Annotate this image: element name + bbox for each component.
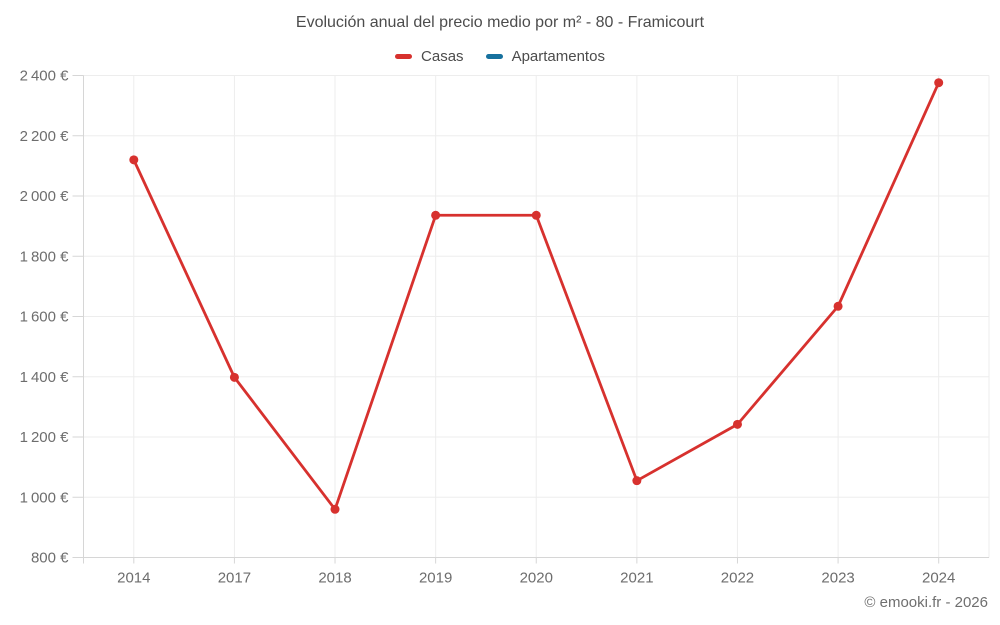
x-tick-label: 2024 (922, 570, 955, 587)
x-tick-label: 2022 (721, 570, 754, 587)
x-tick-label: 2014 (117, 570, 150, 587)
x-tick-label: 2017 (218, 570, 251, 587)
x-tick-label: 2023 (821, 570, 854, 587)
y-tick-label: 800 € (31, 550, 69, 567)
legend-swatch-casas (395, 54, 413, 59)
axis-labels: 800 € 1 000 € 1 200 € 1 400 € 1 600 € 1 800 €… (20, 68, 956, 587)
x-tick-label: 2020 (520, 570, 553, 587)
y-tick-label: 1 000 € (20, 489, 70, 506)
x-tick-label: 2021 (620, 570, 653, 587)
legend-item-apartamentos[interactable]: Apartamentos (485, 48, 605, 65)
legend-label-casas: Casas (421, 48, 464, 65)
y-tick-label: 1 600 € (20, 309, 70, 326)
data-point-casas-2018[interactable] (330, 504, 340, 514)
data-point-casas-2020[interactable] (531, 210, 541, 220)
copyright-text: © emooki.fr - 2026 (864, 594, 988, 611)
data-point-casas-2021[interactable] (632, 476, 642, 486)
data-point-casas-2014[interactable] (129, 155, 139, 165)
data-point-casas-2019[interactable] (431, 210, 441, 220)
chart-legend: Casas Apartamentos (0, 48, 1000, 65)
chart-title: Evolución anual del precio medio por m² … (295, 14, 705, 31)
x-tick-label: 2019 (419, 570, 452, 587)
series-points (129, 78, 944, 514)
y-tick-label: 1 800 € (20, 248, 70, 265)
y-tick-label: 2 000 € (20, 188, 70, 205)
gridlines (83, 75, 990, 558)
data-point-casas-2017[interactable] (229, 372, 239, 382)
data-point-casas-2022[interactable] (732, 419, 742, 429)
y-tick-label: 1 200 € (20, 429, 70, 446)
legend-label-apartamentos: Apartamentos (511, 48, 605, 65)
data-point-casas-2024[interactable] (934, 78, 944, 88)
legend-item-casas[interactable]: Casas (395, 48, 464, 65)
y-tick-label: 2 400 € (20, 68, 70, 85)
legend-swatch-apartamentos (485, 54, 503, 59)
data-point-casas-2023[interactable] (833, 301, 843, 311)
y-tick-label: 1 400 € (20, 369, 70, 386)
x-tick-label: 2018 (318, 570, 351, 587)
y-tick-label: 2 200 € (20, 128, 70, 145)
axis-ticks (72, 75, 940, 564)
